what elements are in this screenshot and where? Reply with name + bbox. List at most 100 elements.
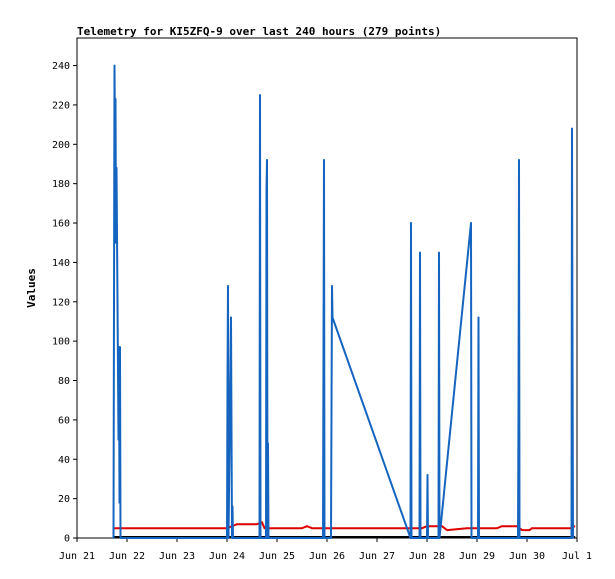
- data-point: [231, 505, 234, 508]
- data-point: [113, 300, 115, 303]
- y-tick-label: 0: [64, 534, 70, 545]
- data-point: [114, 98, 117, 100]
- x-tick-label: Jun 23: [159, 551, 195, 562]
- data-point: [331, 285, 333, 287]
- x-axis: Jun 21 Jun 22 Jun 23 Jun 24 Jun 25 Jun 26 Jun …: [59, 538, 592, 562]
- data-point: [478, 537, 480, 539]
- x-tick-label: Jun 27: [359, 551, 395, 562]
- data-point: [113, 64, 116, 67]
- x-tick-label: Jun 26: [309, 551, 345, 562]
- data-point: [116, 232, 118, 234]
- chart-title: Telemetry for KI5ZFQ-9 over last 240 hou…: [77, 25, 441, 38]
- data-point: [570, 537, 573, 539]
- data-point: [267, 442, 269, 445]
- y-tick-label: 180: [52, 179, 70, 190]
- data-point: [259, 94, 261, 96]
- data-point: [427, 537, 429, 539]
- data-point: [438, 251, 440, 254]
- data-point: [501, 525, 503, 528]
- data-point: [517, 537, 519, 539]
- data-point: [528, 529, 531, 531]
- data-point: [419, 251, 421, 254]
- plot-area: [76, 37, 578, 539]
- data-point: [232, 537, 234, 539]
- data-point: [323, 159, 325, 161]
- y-axis-label: Values: [25, 268, 38, 308]
- x-tick-label: Jun 21: [59, 551, 95, 562]
- data-point: [115, 241, 117, 244]
- x-tick-label: Jun 29: [459, 551, 495, 562]
- data-point: [517, 409, 520, 411]
- data-point: [571, 346, 574, 348]
- data-point: [518, 159, 520, 161]
- data-point: [426, 474, 429, 476]
- data-point: [114, 143, 116, 146]
- data-point: [119, 537, 122, 539]
- data-point: [322, 346, 325, 348]
- data-point: [261, 521, 263, 524]
- data-point: [421, 527, 423, 530]
- data-point: [256, 523, 258, 526]
- data-point: [116, 300, 119, 303]
- data-point: [306, 525, 308, 528]
- data-point: [419, 537, 422, 539]
- data-point: [470, 222, 472, 224]
- y-tick-label: 220: [52, 100, 70, 111]
- data-point: [322, 537, 324, 539]
- data-point: [330, 409, 333, 411]
- y-tick-label: 240: [52, 61, 70, 72]
- data-point: [466, 527, 468, 530]
- y-tick-label: 100: [52, 337, 70, 348]
- data-point: [330, 537, 332, 539]
- data-point: [266, 159, 268, 161]
- data-point: [518, 537, 521, 539]
- data-point: [331, 316, 334, 319]
- data-point: [115, 167, 118, 169]
- data-point: [531, 527, 533, 530]
- data-point: [446, 529, 448, 531]
- data-point: [573, 536, 576, 538]
- y-tick-label: 80: [58, 376, 70, 387]
- data-point: [226, 379, 229, 382]
- data-point: [477, 316, 480, 319]
- y-tick-label: 140: [52, 258, 70, 269]
- data-point: [226, 537, 228, 539]
- data-point: [112, 537, 115, 539]
- data-point: [119, 346, 121, 348]
- data-point: [438, 537, 441, 539]
- data-point: [265, 188, 268, 191]
- data-point: [230, 428, 233, 431]
- data-point: [227, 537, 230, 539]
- x-tick-label: Jun 24: [209, 551, 245, 562]
- y-tick-label: 60: [58, 415, 70, 426]
- data-point: [470, 537, 473, 539]
- x-tick-label: Jun 28: [409, 551, 445, 562]
- x-tick-label: Jun 22: [109, 551, 145, 562]
- series-layer: [112, 64, 576, 539]
- data-point: [572, 537, 574, 539]
- data-point: [259, 537, 262, 539]
- data-point: [117, 369, 119, 372]
- data-point: [230, 316, 232, 319]
- data-point: [521, 529, 523, 531]
- x-tick-label: Jun 25: [259, 551, 295, 562]
- data-point: [301, 527, 303, 530]
- data-point: [118, 501, 121, 504]
- y-tick-label: 200: [52, 140, 70, 151]
- data-point: [236, 523, 238, 526]
- data-point: [410, 537, 413, 539]
- y-tick-label: 20: [58, 494, 70, 505]
- data-point: [571, 127, 573, 130]
- data-point: [323, 537, 326, 539]
- x-tick-label: Jul 1: [562, 551, 592, 562]
- y-tick-label: 120: [52, 297, 70, 308]
- data-point: [117, 438, 120, 441]
- data-point: [263, 527, 266, 530]
- data-point: [265, 537, 267, 539]
- data-point: [573, 525, 576, 528]
- y-tick-label: 160: [52, 219, 70, 230]
- data-point: [311, 527, 313, 530]
- series-line-0: [112, 64, 574, 539]
- x-tick-label: Jun 30: [509, 551, 545, 562]
